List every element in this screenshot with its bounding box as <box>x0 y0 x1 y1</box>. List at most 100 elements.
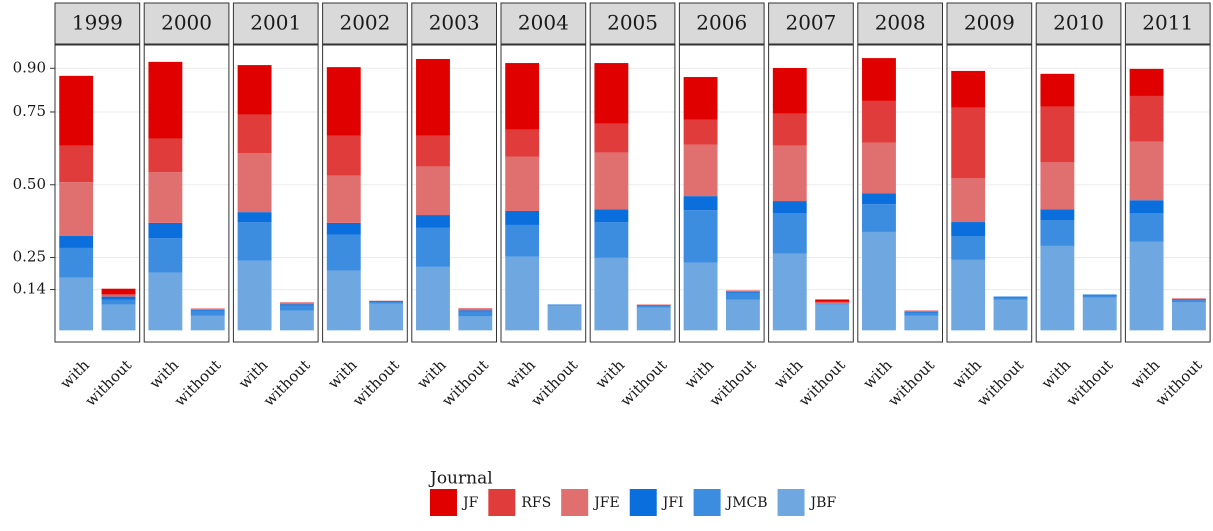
legend-label: JMCB <box>725 495 768 511</box>
bar-segment <box>102 294 136 295</box>
bar-segment <box>327 235 361 271</box>
facet-label: 2002 <box>339 11 390 35</box>
bar-segment <box>815 302 849 303</box>
bar-segment <box>1130 200 1164 213</box>
bar-segment <box>148 223 182 238</box>
x-tick-label: without <box>795 356 849 410</box>
bar-segment <box>327 223 361 235</box>
x-tick-label: with <box>503 356 540 393</box>
x-tick-label: without <box>1152 356 1206 410</box>
bar-segment <box>862 58 896 101</box>
x-tick-label: with <box>592 356 629 393</box>
legend-key <box>694 489 721 516</box>
x-tick-label: with <box>146 356 183 393</box>
bar-segment <box>773 68 807 114</box>
bar-segment <box>238 65 272 115</box>
bar-segment <box>59 278 93 331</box>
bar-segment <box>505 63 539 130</box>
bar-segment <box>637 305 671 306</box>
bar-segment <box>994 299 1028 330</box>
x-tick-label: without <box>617 356 671 410</box>
bar-segment <box>1040 209 1074 220</box>
bar-segment <box>684 196 718 210</box>
bar-segment <box>594 209 628 222</box>
bar-segment <box>458 310 492 311</box>
bar-segment <box>1083 297 1117 330</box>
bar-segment <box>458 311 492 316</box>
bar-segment <box>951 222 985 236</box>
y-tick-label: 0.25 <box>13 248 46 266</box>
bar-segment <box>726 292 760 293</box>
bar-segment <box>1040 246 1074 330</box>
bar-segment <box>904 312 938 313</box>
bar-segment <box>904 311 938 312</box>
bar-segment <box>862 204 896 232</box>
x-tick-label: with <box>235 356 272 393</box>
bar-segment <box>148 62 182 139</box>
bar-segment <box>684 263 718 331</box>
bar-segment <box>238 261 272 331</box>
facet-label: 2007 <box>785 11 836 35</box>
bar-segment <box>862 101 896 143</box>
bar-segment <box>238 212 272 222</box>
bar-segment <box>505 157 539 211</box>
legend-title: Journal <box>428 469 493 489</box>
legend-label: JF <box>461 495 479 511</box>
bar-segment <box>684 77 718 120</box>
bar-segment <box>1130 96 1164 142</box>
legend-label: RFS <box>521 495 551 511</box>
facet-label: 2011 <box>1142 11 1193 35</box>
bar-segment <box>505 130 539 157</box>
legend-label: JFI <box>661 495 684 511</box>
bar-segment <box>416 215 450 228</box>
x-tick-label: with <box>1038 356 1075 393</box>
bar-segment <box>594 152 628 209</box>
legend-key <box>561 489 588 516</box>
bar-segment <box>1130 142 1164 201</box>
bar-segment <box>1130 213 1164 242</box>
x-tick-label: without <box>171 356 225 410</box>
bar-segment <box>594 258 628 331</box>
bar-segment <box>59 182 93 236</box>
bar-segment <box>148 172 182 223</box>
x-tick-label: without <box>528 356 582 410</box>
bar-segment <box>238 222 272 261</box>
bar-segment <box>994 297 1028 299</box>
bar-segment <box>994 297 1028 298</box>
legend-key <box>430 489 457 516</box>
bar-segment <box>191 316 225 331</box>
legend-key <box>488 489 515 516</box>
bar-segment <box>904 313 938 316</box>
bar-segment <box>951 178 985 222</box>
bar-segment <box>773 114 807 146</box>
bar-segment <box>191 311 225 316</box>
x-tick-label: with <box>770 356 807 393</box>
bar-segment <box>1172 301 1206 303</box>
facet-label: 2003 <box>429 11 480 35</box>
bar-segment <box>951 260 985 330</box>
bar-segment <box>505 211 539 225</box>
bar-segment <box>773 201 807 213</box>
y-tick-label: 0.75 <box>13 102 46 120</box>
bar-segment <box>1083 296 1117 298</box>
y-tick-label: 0.90 <box>13 58 46 76</box>
bar-segment <box>548 304 582 305</box>
bar-segment <box>1083 295 1117 296</box>
bar-segment <box>416 228 450 267</box>
bar-segment <box>102 299 136 304</box>
bar-segment <box>148 138 182 172</box>
bar-segment <box>102 297 136 300</box>
x-tick-label: without <box>974 356 1028 410</box>
bar-segment <box>280 311 314 331</box>
bar-segment <box>548 306 582 331</box>
bar-segment <box>458 309 492 310</box>
bar-segment <box>59 145 93 182</box>
bar-segment <box>148 238 182 273</box>
facet-label: 2004 <box>518 11 569 35</box>
bar-segment <box>862 193 896 204</box>
bar-segment <box>102 289 136 295</box>
bar-segment <box>59 248 93 278</box>
facet-label: 2009 <box>964 11 1015 35</box>
x-tick-label: without <box>349 356 403 410</box>
legend-label: JBF <box>809 495 837 511</box>
